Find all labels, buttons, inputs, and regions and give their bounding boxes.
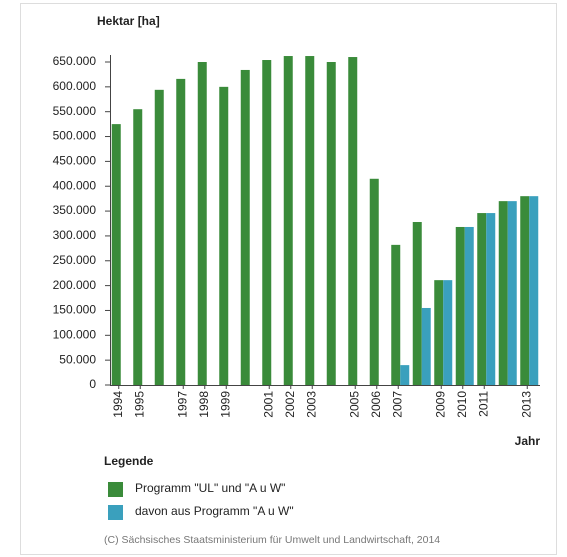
bar [219,86,229,385]
y-tick-label: 500.000 [53,129,97,143]
bar [262,60,272,386]
bar [412,222,422,385]
x-tick-label: 2005 [347,391,361,418]
bar [283,56,293,385]
bar [305,56,315,385]
x-tick-label: 1999 [218,391,232,418]
bar [498,201,508,385]
legend-label: Programm "UL" und "A u W" [135,481,285,495]
x-tick-label: 2006 [369,391,383,418]
bar [197,62,207,385]
y-tick-label: 200.000 [53,278,97,292]
bar [111,124,121,385]
x-tick-label: 2013 [519,391,533,418]
y-tick-label: 600.000 [53,79,97,93]
bar [400,365,410,385]
legend-label: davon aus Programm "A u W" [135,504,294,518]
bar [464,226,474,385]
x-tick-label: 1995 [132,391,146,418]
y-tick-label: 550.000 [53,104,97,118]
bar [391,244,401,385]
y-tick-label: 250.000 [53,253,97,267]
bar [520,196,530,385]
source-note: (C) Sächsisches Staatsministerium für Um… [104,534,440,546]
x-tick-label: 1994 [111,391,125,418]
bar [486,213,496,385]
y-tick-label: 400.000 [53,178,97,192]
x-tick-label: 2003 [304,391,318,418]
legend-swatch [108,482,123,497]
bar [369,178,379,385]
x-tick-label: 2010 [455,391,469,418]
y-tick-label: 350.000 [53,203,97,217]
y-tick-label: 100.000 [53,327,97,341]
bar [443,280,453,385]
y-tick-label: 300.000 [53,228,97,242]
x-tick-label: 2001 [261,391,275,418]
y-tick-label: 50.000 [59,352,96,366]
x-axis-label: Jahr [515,434,541,448]
x-tick-label: 2002 [283,391,297,418]
x-tick-label: 1998 [197,391,211,418]
y-tick-label: 650.000 [53,54,97,68]
bar [434,280,444,385]
bar [133,109,143,385]
x-tick-label: 2011 [476,391,490,417]
bar [154,89,164,385]
bar [240,69,250,385]
x-tick-label: 2009 [433,391,447,418]
legend-title: Legende [104,454,154,468]
bar [455,226,465,385]
bar [176,78,186,385]
bar [507,201,517,385]
x-tick-label: 2007 [390,391,404,418]
chart-title: Hektar [ha] [97,14,160,28]
bar [529,196,539,385]
legend-swatch [108,505,123,520]
x-tick-label: 1997 [175,391,189,418]
y-tick-label: 150.000 [53,303,97,317]
y-tick-label: 450.000 [53,154,97,168]
y-tick-label: 0 [89,377,96,391]
bar [348,57,358,386]
bar [477,213,487,385]
bar [421,307,431,385]
bar [326,62,336,385]
